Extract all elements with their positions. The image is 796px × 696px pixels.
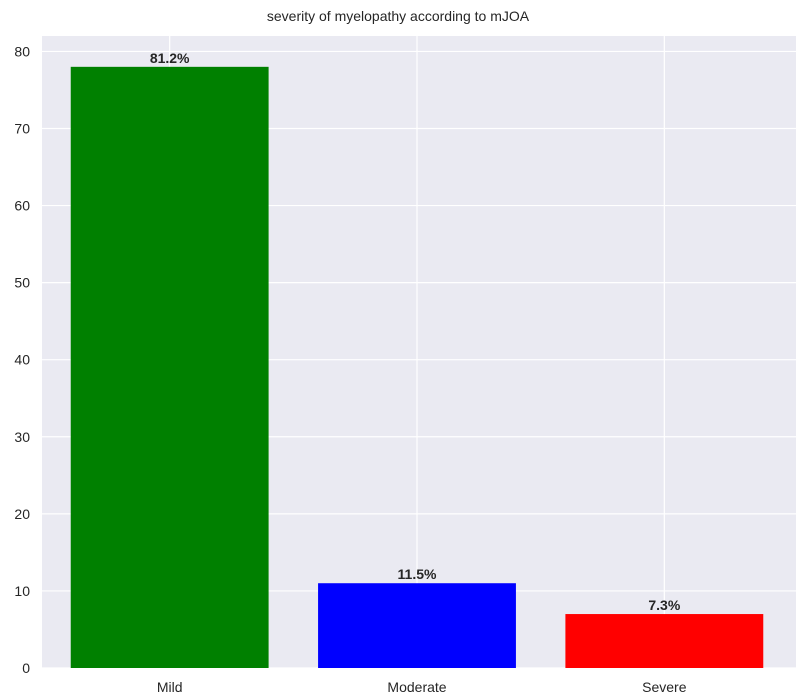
y-tick-label: 10 bbox=[14, 583, 30, 599]
y-tick-label: 30 bbox=[14, 429, 30, 445]
x-axis: Mild Moderate Severe bbox=[157, 679, 687, 695]
data-label: 7.3% bbox=[648, 597, 680, 613]
y-tick-label: 50 bbox=[14, 275, 30, 291]
y-tick-label: 0 bbox=[22, 660, 30, 676]
x-tick-label: Moderate bbox=[387, 679, 446, 695]
chart-title: severity of myelopathy according to mJOA bbox=[266, 8, 530, 24]
y-tick-label: 60 bbox=[14, 198, 30, 214]
y-tick-label: 70 bbox=[14, 120, 30, 136]
data-label: 81.2% bbox=[150, 50, 190, 66]
bar-moderate bbox=[318, 583, 516, 668]
x-tick-label: Mild bbox=[157, 679, 183, 695]
bar-severe bbox=[565, 614, 764, 668]
bar-mild bbox=[70, 66, 269, 668]
x-tick-label: Severe bbox=[642, 679, 687, 695]
y-axis: 0 10 20 30 40 50 60 70 80 bbox=[14, 43, 30, 676]
bars bbox=[70, 66, 764, 668]
y-tick-label: 20 bbox=[14, 506, 30, 522]
y-tick-label: 80 bbox=[14, 43, 30, 59]
data-label: 11.5% bbox=[398, 566, 437, 582]
bar-labels: 81.2% 11.5% 7.3% bbox=[150, 50, 681, 613]
y-tick-label: 40 bbox=[14, 352, 30, 368]
